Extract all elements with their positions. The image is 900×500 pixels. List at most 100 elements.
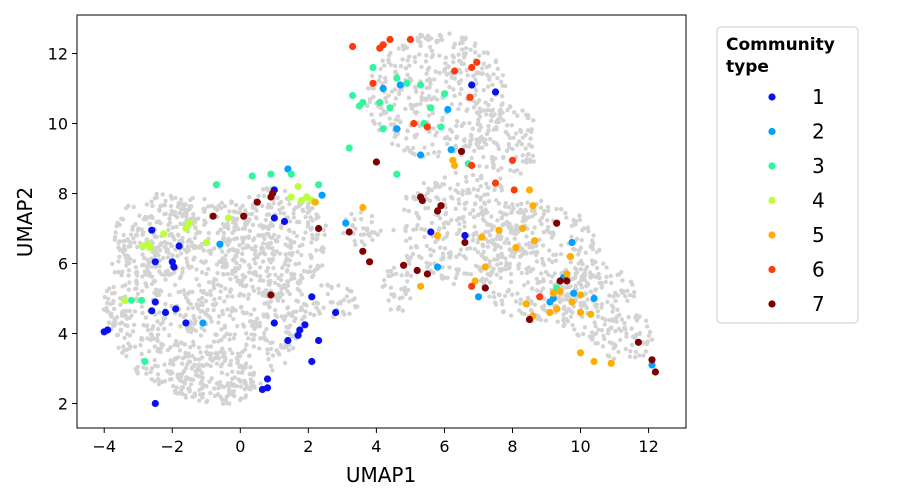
background-point <box>527 142 532 147</box>
background-point <box>437 53 442 58</box>
background-point <box>452 41 458 47</box>
background-point <box>578 245 584 250</box>
background-point <box>495 218 500 223</box>
background-point <box>190 339 196 344</box>
background-point <box>392 102 397 108</box>
background-point <box>228 238 233 243</box>
background-point <box>478 195 483 200</box>
background-point <box>498 275 503 281</box>
background-point <box>424 36 429 41</box>
background-point <box>144 366 149 371</box>
background-point <box>475 187 481 193</box>
background-point <box>240 322 246 327</box>
background-point <box>515 291 520 296</box>
background-point <box>607 354 612 359</box>
background-point <box>488 118 494 124</box>
background-point <box>491 127 496 132</box>
background-point <box>126 268 132 273</box>
background-point <box>471 73 476 79</box>
background-point <box>320 245 325 250</box>
background-point <box>301 209 306 214</box>
background-point <box>456 190 461 195</box>
background-point <box>230 392 235 397</box>
background-point <box>570 310 575 315</box>
background-point <box>599 328 605 333</box>
background-point <box>602 322 607 327</box>
background-point <box>391 265 397 270</box>
background-point <box>225 242 230 248</box>
background-point <box>155 337 160 343</box>
background-point <box>493 156 498 161</box>
background-point <box>283 314 288 319</box>
background-point <box>271 200 276 206</box>
background-point <box>283 252 288 257</box>
background-point <box>479 71 485 77</box>
background-point <box>584 305 589 311</box>
background-point <box>222 325 228 330</box>
background-point <box>124 316 129 321</box>
background-point <box>477 164 482 169</box>
background-point <box>391 228 396 233</box>
background-point <box>294 234 300 239</box>
background-point <box>197 392 203 397</box>
community-2-point <box>342 219 350 227</box>
background-point <box>112 317 117 322</box>
background-point <box>223 286 228 291</box>
background-point <box>222 299 227 304</box>
background-point <box>456 52 461 57</box>
community-2-point <box>549 294 557 303</box>
background-point <box>199 270 205 275</box>
background-point <box>442 136 448 141</box>
background-point <box>273 280 278 286</box>
background-point <box>142 256 147 261</box>
background-point <box>266 212 272 217</box>
background-point <box>610 305 616 310</box>
background-point <box>434 130 440 135</box>
community-6-point <box>468 63 476 72</box>
background-point <box>247 228 253 234</box>
background-point <box>474 70 480 75</box>
background-point <box>352 238 357 244</box>
background-point <box>492 187 497 193</box>
background-point <box>279 225 284 230</box>
background-point <box>400 308 405 313</box>
background-point <box>401 47 406 52</box>
background-point <box>498 261 504 266</box>
background-point <box>301 301 307 307</box>
background-point <box>131 204 136 210</box>
background-point <box>241 293 246 298</box>
background-point <box>596 271 601 277</box>
legend-marker-6 <box>768 265 776 274</box>
community-5-point <box>563 270 571 278</box>
background-point <box>386 59 391 65</box>
background-point <box>216 382 222 387</box>
background-point <box>240 350 245 355</box>
background-point <box>184 256 189 261</box>
background-point <box>513 299 519 304</box>
background-point <box>270 223 276 228</box>
background-point <box>155 364 160 369</box>
background-point <box>310 205 315 211</box>
background-point <box>353 242 358 247</box>
background-point <box>521 283 527 288</box>
background-point <box>175 253 180 259</box>
background-point <box>251 344 257 349</box>
background-point <box>453 143 458 148</box>
background-point <box>408 273 414 278</box>
community-5-point <box>576 349 585 357</box>
background-point <box>271 265 276 271</box>
background-point <box>128 232 134 237</box>
background-point <box>637 353 642 358</box>
background-point <box>242 226 248 231</box>
background-point <box>299 252 304 258</box>
background-point <box>525 226 530 231</box>
background-point <box>531 118 536 123</box>
community-5-point <box>556 287 564 296</box>
background-point <box>311 273 316 278</box>
background-point <box>626 315 631 320</box>
background-point <box>518 297 523 302</box>
background-point <box>577 213 582 218</box>
background-point <box>505 107 510 113</box>
background-point <box>588 243 594 248</box>
background-point <box>546 224 551 230</box>
